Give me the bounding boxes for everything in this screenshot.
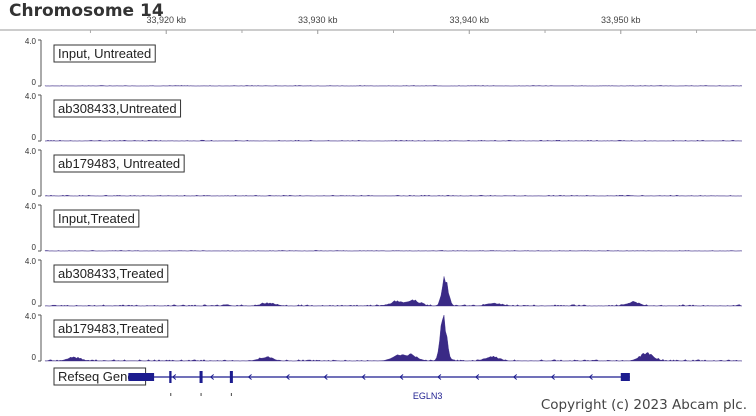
signal-area [44,85,743,87]
track-label: Input,Treated [58,211,135,226]
track-label-box [53,154,185,173]
strand-arrow [285,374,290,380]
y-tick-label-min: 0 [32,353,37,362]
track-label-box [53,209,140,228]
gene-exon [620,373,630,381]
y-tick-label-min: 0 [32,243,37,252]
strand-arrow [172,374,177,380]
y-tick-label-max: 4.0 [25,147,37,156]
track-label-box [53,99,182,118]
y-tick-label-min: 0 [32,78,37,87]
signal-area [44,250,743,252]
track-label: ab179483,Treated [58,321,164,336]
gene-exon [229,371,233,383]
copyright-notice: Copyright (c) 2023 Abcam plc. [540,397,747,413]
signal-track: 4.0 0 ab308433,Untreated [25,92,743,142]
track-label: Input, Untreated [58,46,151,61]
strand-arrow [550,374,555,380]
strand-arrow [437,374,442,380]
track-label-box [53,44,156,63]
y-tick-label-max: 4.0 [25,92,37,101]
signal-track: 4.0 0 ab179483,Treated [25,312,743,362]
x-tick-label: 33,950 kb [601,15,641,25]
y-tick-label-max: 4.0 [25,202,37,211]
chart-title: Chromosome 14 [9,1,164,21]
x-tick-label: 33,920 kb [146,15,186,25]
strand-arrow [247,374,252,380]
strand-arrow [588,374,593,380]
track-label: ab308433,Untreated [58,101,177,116]
y-tick-label-min: 0 [32,298,37,307]
track-label: ab179483, Untreated [58,156,180,171]
signal-area [44,276,743,307]
strand-arrow [361,374,366,380]
signal-track: 4.0 0 Input, Untreated [25,37,743,87]
track-label-box [53,264,169,283]
x-axis-ruler: 33,920 kb 33,930 kb 33,940 kb 33,950 kb [0,15,756,34]
x-tick-label: 33,930 kb [298,15,338,25]
signal-track: 4.0 0 ab308433,Treated [25,257,743,307]
gene-exon [169,371,172,383]
signal-track: 4.0 0 Input,Treated [25,202,743,252]
track-label: Refseq Genes [58,369,142,384]
signal-track: 4.0 0 ab179483, Untreated [25,147,743,197]
y-tick-label-max: 4.0 [25,37,37,46]
track-label-box [53,319,169,338]
strand-arrow [323,374,328,380]
gene-exon [128,373,155,381]
strand-arrow [475,374,480,380]
signal-area [44,194,743,197]
strand-arrow [512,374,518,380]
gene-exon [199,371,203,383]
y-tick-label-min: 0 [32,133,37,142]
strand-arrow [209,374,214,380]
y-tick-label-min: 0 [32,188,37,197]
strand-arrow [399,374,404,380]
signal-area [44,314,743,362]
gene-name: EGLN3 [413,391,443,401]
track-label: ab308433,Treated [58,266,164,281]
y-tick-label-max: 4.0 [25,257,37,266]
y-tick-label-max: 4.0 [25,312,37,321]
signal-area [44,139,743,142]
x-tick-label: 33,940 kb [449,15,489,25]
refseq-genes-track: Refseq Genes EGLN3 [53,367,630,401]
